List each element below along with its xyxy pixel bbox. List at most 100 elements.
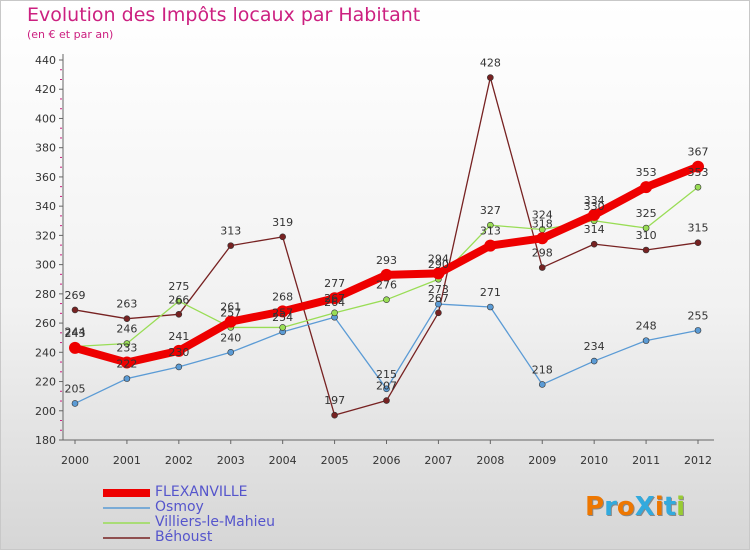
x-tick-label: 2007 bbox=[424, 454, 452, 467]
data-label: 222 bbox=[116, 358, 137, 371]
data-point bbox=[175, 297, 183, 305]
data-point bbox=[536, 232, 549, 245]
data-label: 234 bbox=[584, 340, 605, 353]
data-label: 293 bbox=[376, 254, 397, 267]
data-point bbox=[331, 411, 338, 419]
legend-label: Villiers-le-Mahieu bbox=[155, 514, 276, 530]
data-point bbox=[435, 300, 442, 308]
x-tick-label: 2011 bbox=[632, 454, 660, 467]
data-label: 257 bbox=[220, 306, 241, 319]
data-label: 230 bbox=[168, 346, 189, 359]
data-point bbox=[71, 306, 79, 314]
data-label: 264 bbox=[324, 296, 345, 309]
x-tick-label: 2000 bbox=[61, 454, 89, 467]
data-point bbox=[120, 356, 133, 369]
x-tick-label: 2003 bbox=[217, 454, 245, 467]
data-label: 298 bbox=[532, 247, 553, 260]
data-label: 310 bbox=[636, 229, 657, 242]
data-label: 267 bbox=[324, 292, 345, 305]
data-label: 290 bbox=[428, 258, 449, 271]
legend-label: Osmoy bbox=[155, 499, 204, 515]
y-tick-label: 400 bbox=[35, 112, 56, 125]
data-point bbox=[487, 303, 494, 311]
data-label: 257 bbox=[272, 306, 293, 319]
data-label: 266 bbox=[168, 293, 189, 306]
data-label: 218 bbox=[532, 363, 553, 376]
data-label: 240 bbox=[220, 331, 241, 344]
data-point bbox=[279, 324, 286, 331]
y-tick-label: 260 bbox=[35, 317, 56, 330]
data-point bbox=[383, 296, 390, 303]
data-point bbox=[224, 315, 237, 328]
proxiti-logo: ProXiti bbox=[585, 492, 685, 522]
data-label: 325 bbox=[636, 207, 657, 220]
data-label: 327 bbox=[480, 204, 501, 217]
data-label: 428 bbox=[480, 57, 501, 70]
data-point bbox=[383, 397, 390, 404]
data-label: 315 bbox=[688, 222, 709, 235]
data-point bbox=[692, 160, 704, 173]
data-label: 334 bbox=[584, 194, 605, 207]
data-point bbox=[69, 341, 81, 354]
data-point bbox=[276, 305, 289, 318]
data-point bbox=[642, 246, 650, 254]
data-label: 319 bbox=[272, 216, 293, 229]
legend-label: Béhoust bbox=[155, 529, 213, 545]
data-label: 241 bbox=[168, 330, 189, 343]
data-point bbox=[484, 239, 497, 252]
data-point bbox=[331, 309, 338, 317]
data-point bbox=[71, 400, 79, 407]
data-label: 267 bbox=[428, 292, 449, 305]
x-tick-label: 2008 bbox=[476, 454, 504, 467]
data-point bbox=[123, 315, 131, 322]
data-point bbox=[328, 292, 341, 305]
data-point bbox=[694, 239, 702, 246]
data-point bbox=[175, 363, 183, 371]
logo-letter: r bbox=[604, 492, 617, 522]
data-label: 353 bbox=[636, 166, 657, 179]
logo-letter: X bbox=[634, 492, 655, 522]
x-tick-label: 2001 bbox=[113, 454, 141, 467]
data-label: 275 bbox=[168, 280, 189, 293]
x-tick-label: 2010 bbox=[580, 454, 608, 467]
y-tick-label: 300 bbox=[35, 259, 56, 272]
data-point bbox=[642, 337, 650, 344]
data-point bbox=[640, 181, 653, 194]
y-tick-label: 440 bbox=[35, 54, 56, 67]
x-tick-label: 2006 bbox=[373, 454, 401, 467]
data-label: 324 bbox=[532, 209, 553, 222]
data-label: 233 bbox=[116, 342, 137, 355]
data-label: 318 bbox=[532, 217, 553, 230]
data-label: 243 bbox=[65, 327, 86, 340]
data-point bbox=[694, 183, 702, 191]
data-point bbox=[172, 344, 185, 357]
chart-subtitle: (en € et par an) bbox=[27, 28, 114, 41]
data-label: 246 bbox=[116, 323, 137, 336]
data-point bbox=[227, 349, 235, 356]
data-label: 248 bbox=[636, 320, 657, 333]
data-label: 313 bbox=[220, 225, 241, 238]
data-label: 330 bbox=[584, 200, 605, 213]
data-point bbox=[588, 208, 601, 221]
x-tick-label: 2009 bbox=[528, 454, 556, 467]
y-tick-label: 320 bbox=[35, 229, 56, 242]
data-label: 261 bbox=[220, 301, 241, 314]
data-label: 313 bbox=[480, 225, 501, 238]
logo-letter: o bbox=[616, 492, 635, 522]
y-tick-label: 200 bbox=[35, 405, 56, 418]
data-point bbox=[380, 268, 393, 281]
data-point bbox=[487, 74, 494, 81]
data-point bbox=[279, 233, 286, 241]
data-label: 263 bbox=[116, 298, 137, 311]
data-label: 277 bbox=[324, 277, 345, 290]
y-tick-label: 340 bbox=[35, 200, 56, 213]
y-tick-label: 380 bbox=[35, 142, 56, 155]
data-point bbox=[487, 221, 494, 229]
data-point bbox=[435, 309, 442, 317]
data-label: 205 bbox=[65, 382, 86, 395]
data-label: 294 bbox=[428, 252, 449, 265]
logo-letter: P bbox=[585, 492, 605, 522]
data-label: 273 bbox=[428, 283, 449, 296]
data-label: 207 bbox=[376, 380, 397, 393]
